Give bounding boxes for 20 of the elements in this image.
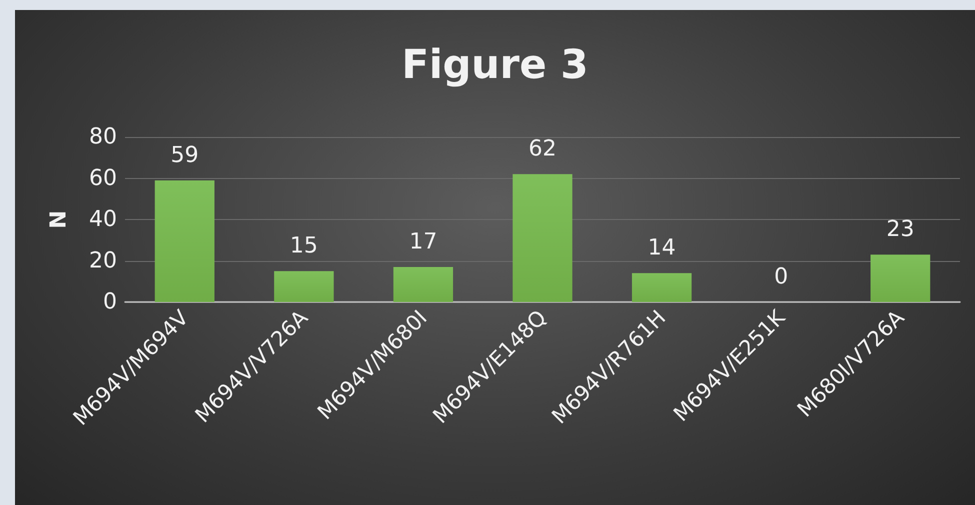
data-label: 17 — [409, 229, 438, 254]
data-label: 14 — [648, 236, 676, 261]
bar — [274, 271, 334, 302]
bar — [632, 273, 692, 302]
bar — [393, 266, 454, 302]
y-tick-label: 20 — [89, 248, 117, 274]
y-tick-label: 80 — [89, 124, 117, 150]
chart-title: Figure 3 — [402, 42, 588, 88]
data-label: 59 — [170, 142, 199, 168]
data-label: 0 — [774, 264, 788, 290]
y-tick-label: 40 — [89, 207, 117, 232]
y-tick-label: 0 — [103, 290, 117, 314]
bar — [154, 180, 214, 302]
data-label: 15 — [290, 234, 318, 259]
y-tick-label: 60 — [89, 166, 117, 191]
bar — [512, 174, 572, 302]
y-axis-title: N — [46, 210, 72, 229]
data-label: 62 — [528, 136, 556, 162]
bar — [870, 254, 930, 302]
data-label: 23 — [886, 217, 914, 242]
